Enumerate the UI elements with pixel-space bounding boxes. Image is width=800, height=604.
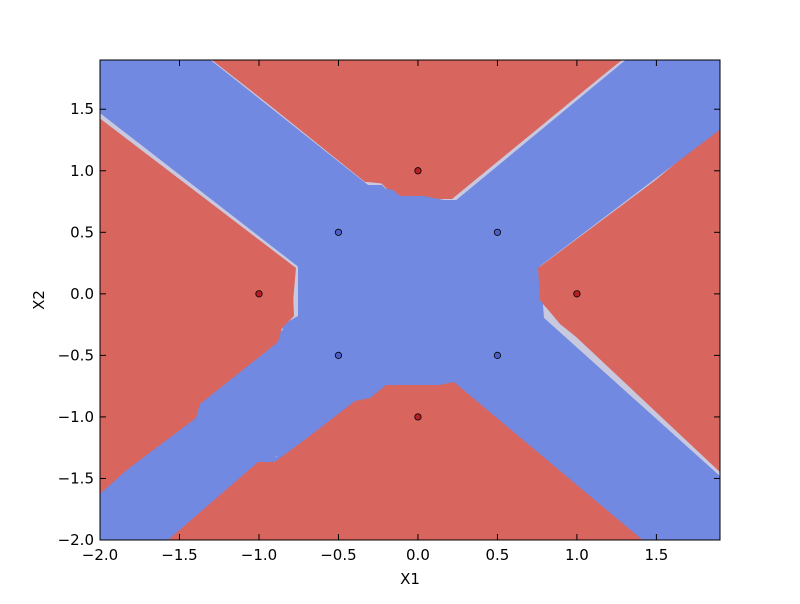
data-point-blue (334, 351, 343, 359)
decision-regions (100, 60, 720, 540)
y-tick-label: 0.0 (70, 285, 94, 303)
x-tick-label: 1.5 (644, 546, 668, 564)
data-point-red (414, 167, 422, 175)
x-tick-label: 0.5 (486, 546, 510, 564)
y-tick-label: 0.5 (70, 223, 94, 241)
data-point-blue (493, 228, 502, 236)
data-points (255, 167, 581, 421)
x-tick-label: −1.5 (161, 546, 197, 564)
y-axis-label: X2 (30, 290, 48, 310)
y-tick-label: −0.5 (58, 346, 94, 364)
x-tick-label: −1.0 (241, 546, 277, 564)
data-point-blue (493, 351, 502, 359)
blue-region (100, 60, 720, 540)
x-tick-label: 1.0 (565, 546, 589, 564)
y-tick-label: −1.0 (58, 408, 94, 426)
red-regions (100, 60, 720, 540)
axis-ticks: −2.0 −1.5 −1.0 −0.5 0.0 0.5 1.0 1.5 −2.0 −1.5 −1.0… (58, 60, 720, 564)
data-point-red (255, 290, 263, 298)
y-tick-label: −2.0 (58, 531, 94, 549)
data-point-red (573, 290, 581, 298)
data-point-blue (334, 228, 343, 236)
x-tick-label: 0.0 (406, 546, 430, 564)
plot-frame (99, 59, 721, 541)
y-tick-label: 1.0 (70, 162, 94, 180)
data-point-red (414, 413, 422, 421)
x-axis-label: X1 (400, 570, 420, 588)
x-tick-label: −0.5 (320, 546, 356, 564)
y-tick-label: −1.5 (58, 469, 94, 487)
x-tick-label: −2.0 (82, 546, 118, 564)
y-tick-label: 1.5 (70, 100, 94, 118)
